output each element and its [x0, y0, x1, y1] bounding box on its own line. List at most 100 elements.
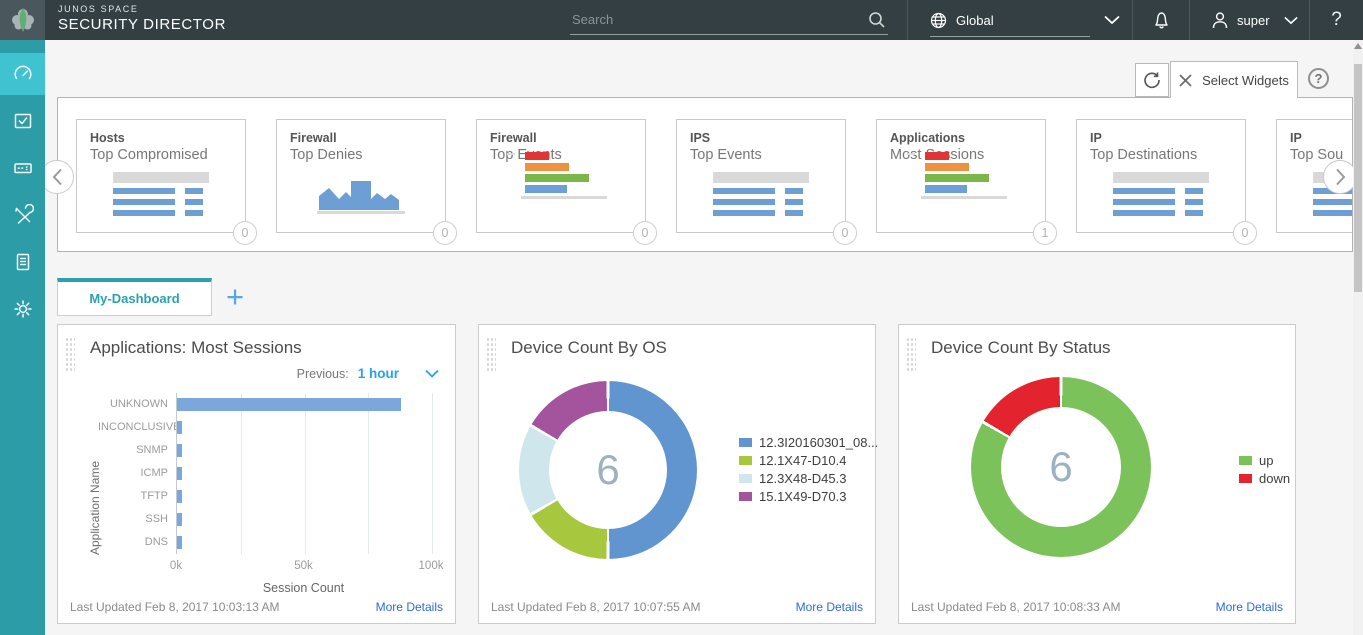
widget-category: IP: [1090, 131, 1245, 145]
x-tick: 100k: [419, 560, 444, 572]
bar-plot: [176, 393, 431, 554]
legend-swatch: [1239, 474, 1252, 483]
hbar-chart-icon: [911, 152, 1011, 199]
bar-inconclusive: [177, 421, 182, 434]
bar-snmp: [177, 444, 182, 457]
more-details-link[interactable]: More Details: [796, 600, 863, 614]
hbar-chart-icon: [511, 152, 611, 199]
widget-count-badge: 0: [1233, 221, 1257, 245]
sidebar-item-dashboard[interactable]: [0, 53, 45, 95]
chevron-left-icon: [52, 168, 63, 186]
legend-swatch: [1239, 456, 1252, 465]
bell-icon: [1152, 10, 1171, 30]
x-axis-label: Session Count: [176, 581, 431, 595]
brand: JUNOS SPACE SECURITY DIRECTOR: [58, 4, 226, 33]
global-search: [570, 3, 888, 37]
more-details-link[interactable]: More Details: [1216, 600, 1283, 614]
bar-tftp: [177, 490, 182, 503]
refresh-button[interactable]: [1135, 63, 1169, 97]
scroll-up-arrow[interactable]: [1354, 43, 1362, 49]
sidebar-item-monitor[interactable]: [0, 100, 45, 142]
legend-swatch: [739, 456, 752, 465]
last-updated: Last Updated Feb 8, 2017 10:03:13 AM: [70, 600, 279, 614]
help-button[interactable]: ?: [1309, 0, 1363, 40]
card-title: Device Count By Status: [931, 338, 1295, 358]
period-value[interactable]: 1 hour: [358, 366, 399, 381]
juniper-logo-icon: [9, 6, 37, 34]
select-widgets-tab[interactable]: Select Widgets: [1170, 61, 1298, 98]
app-header: JUNOS SPACE SECURITY DIRECTOR Global: [0, 0, 1363, 40]
widget-card-hosts-0[interactable]: HostsTop Compromised0: [76, 119, 246, 233]
legend-item: 12.3X48-D45.3: [739, 473, 878, 483]
donut-center-value: 6: [1049, 443, 1072, 491]
tab-my-dashboard[interactable]: My-Dashboard: [57, 278, 212, 316]
widget-card-applications-4[interactable]: ApplicationsMost Sessions1: [876, 119, 1046, 233]
domain-selector[interactable]: Global: [907, 0, 1132, 40]
widget-card-ip-5[interactable]: IPTop Destinations0: [1076, 119, 1246, 233]
os-legend: 12.3I20160301_08... 12.1X47-D10.4 12.3X48-…: [739, 437, 878, 509]
card-applications-most-sessions: Applications: Most Sessions Previous: 1 …: [57, 324, 456, 624]
scrollbar-thumb[interactable]: [1354, 64, 1362, 292]
tab-label: My-Dashboard: [89, 291, 179, 306]
bar-ssh: [177, 513, 182, 526]
widget-card-ips-3[interactable]: IPSTop Events0: [676, 119, 846, 233]
card-device-count-by-os: Device Count By OS 6 12.3I20160301_08...…: [478, 324, 876, 624]
widget-title: Top Destinations: [1090, 147, 1245, 163]
widget-card-firewall-2[interactable]: FirewallTop Events0: [476, 119, 646, 233]
widget-title: Top Denies: [290, 147, 445, 163]
sidebar-item-administration[interactable]: [0, 288, 45, 330]
widget-count-badge: 0: [233, 221, 257, 245]
status-legend: up down: [1239, 455, 1290, 491]
legend-item: 12.1X47-D10.4: [739, 455, 878, 465]
category-label: UNKNOWN: [98, 393, 168, 416]
legend-label: 15.1X49-D70.3: [759, 489, 846, 504]
drag-handle[interactable]: [486, 337, 496, 371]
widget-category: Hosts: [90, 131, 245, 145]
brand-line2: SECURITY DIRECTOR: [58, 16, 226, 33]
widget-title: Top Compromised: [90, 147, 245, 163]
x-tick: 0k: [170, 560, 182, 572]
search-icon[interactable]: [868, 11, 886, 29]
dashboard-icon: [12, 63, 34, 85]
more-details-link[interactable]: More Details: [376, 600, 443, 614]
widget-category: IP: [1290, 131, 1353, 145]
drag-handle[interactable]: [906, 337, 916, 371]
drag-handle[interactable]: [65, 337, 75, 371]
category-label: ICMP: [98, 462, 168, 485]
legend-label: 12.1X47-D10.4: [759, 453, 846, 468]
user-icon: [1211, 11, 1229, 30]
last-updated: Last Updated Feb 8, 2017 10:07:55 AM: [491, 600, 700, 614]
notifications-button[interactable]: [1132, 0, 1189, 40]
devices-icon: [12, 157, 34, 179]
sidebar-item-devices[interactable]: [0, 147, 45, 189]
select-widgets-label: Select Widgets: [1202, 73, 1289, 88]
sidebar-item-configure[interactable]: [0, 194, 45, 236]
legend-label: up: [1259, 453, 1273, 468]
sidebar-item-reports[interactable]: [0, 241, 45, 283]
domain-field: Global: [930, 3, 1090, 37]
carousel-prev-button[interactable]: [40, 160, 74, 194]
user-menu[interactable]: super: [1189, 0, 1309, 40]
card-title: Applications: Most Sessions: [90, 338, 455, 358]
carousel-next-button[interactable]: [1323, 160, 1357, 194]
widget-card-firewall-1[interactable]: FirewallTop Denies0: [276, 119, 446, 233]
legend-swatch: [739, 474, 752, 483]
domain-label: Global: [956, 13, 994, 28]
legend-label: 12.3I20160301_08...: [759, 435, 878, 450]
period-selector[interactable]: Previous: 1 hour: [297, 366, 439, 381]
page-scrollbar[interactable]: [1353, 40, 1363, 635]
category-label: DNS: [98, 531, 168, 554]
close-icon[interactable]: [1179, 74, 1192, 87]
search-input[interactable]: [570, 9, 888, 35]
last-updated: Last Updated Feb 8, 2017 10:08:33 AM: [911, 600, 1120, 614]
configure-icon: [12, 204, 34, 226]
legend-item: down: [1239, 473, 1290, 483]
widgets-help-button[interactable]: ?: [1308, 68, 1329, 89]
legend-label: 12.3X48-D45.3: [759, 471, 846, 486]
add-dashboard-button[interactable]: +: [219, 281, 251, 313]
chevron-down-icon[interactable]: [425, 369, 439, 378]
widget-carousel: Hosts Top Compromised 0 FirewallTop Denies0…: [57, 97, 1353, 252]
refresh-icon: [1142, 70, 1162, 90]
juniper-logo[interactable]: [0, 0, 45, 40]
donut-hole: 6: [549, 411, 667, 529]
